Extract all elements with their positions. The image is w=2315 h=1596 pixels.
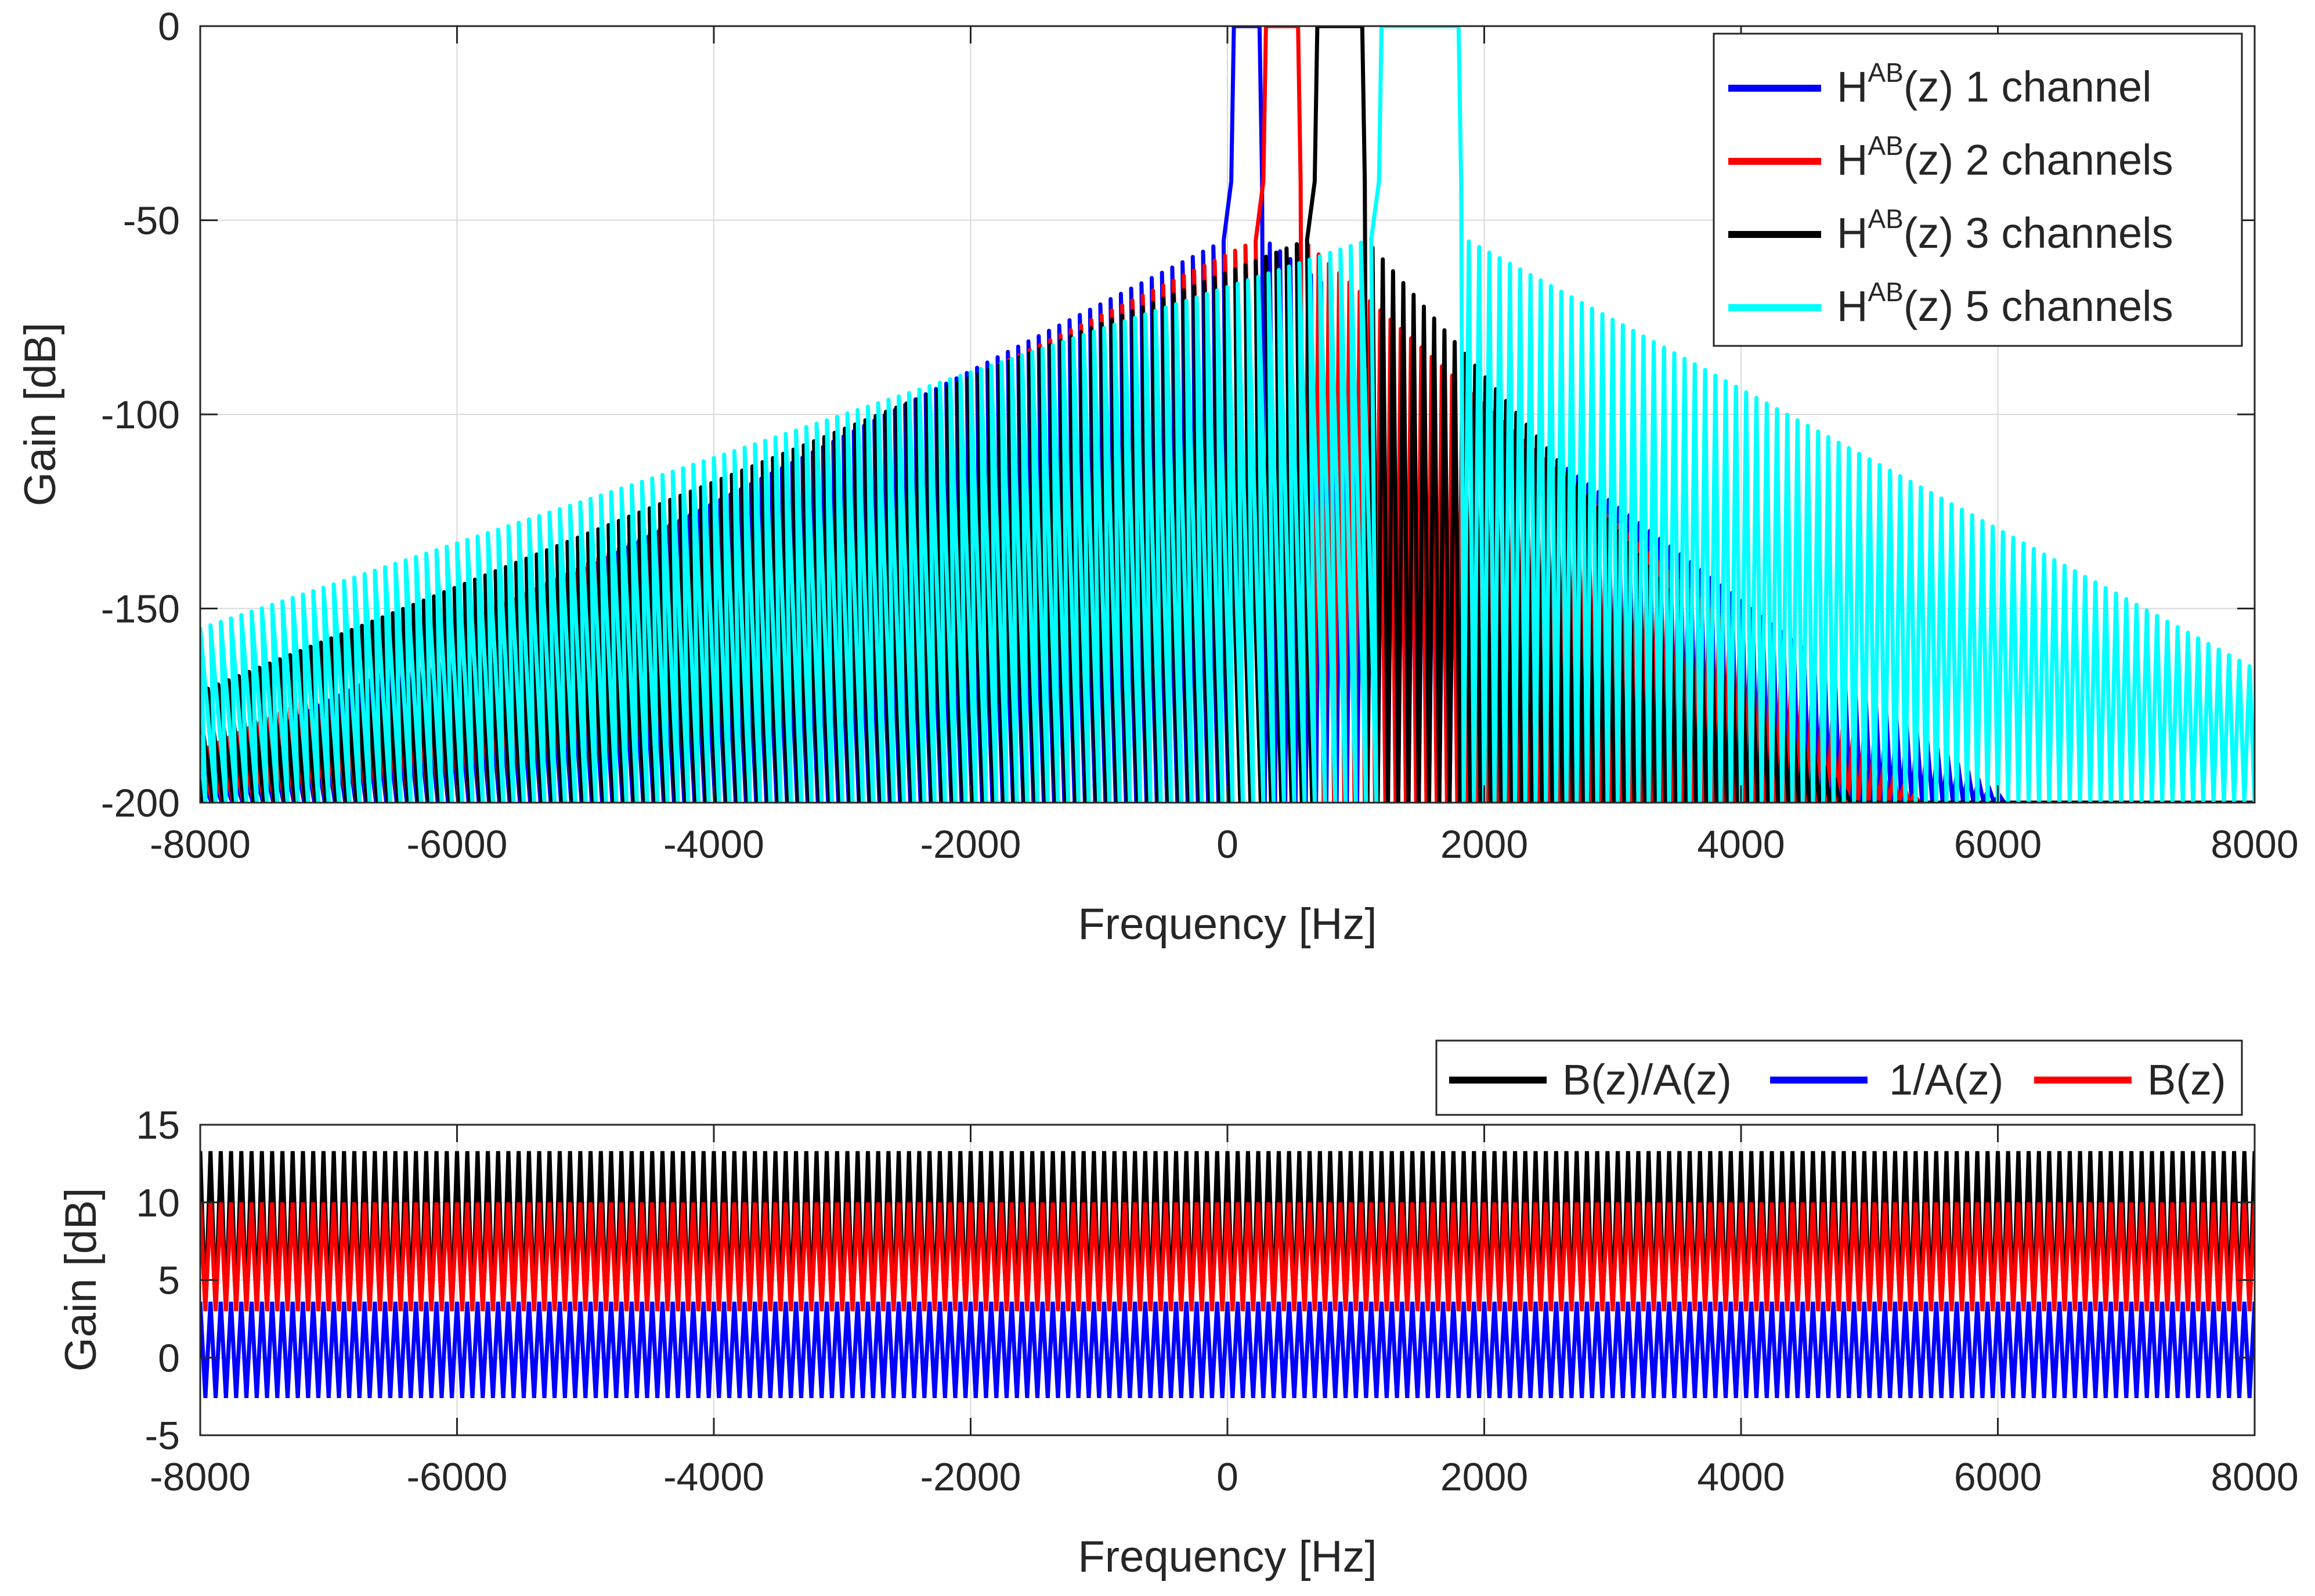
bottom-series-group [200,1151,2255,1398]
top-y-tick-labels: 0 -50 -100 -150 -200 [101,5,180,825]
bottom-x-tick-label: -4000 [663,1455,764,1499]
top-x-tick-label: 4000 [1697,822,1785,866]
top-x-tick-label: 0 [1216,822,1238,866]
top-x-tick-label: -4000 [663,822,764,866]
top-y-tick-label: -50 [123,199,180,243]
legend-label-5-channels: HAB(z) 5 channels [1837,277,2173,330]
bottom-legend: B(z)/A(z) 1/A(z) B(z) [1435,1039,2243,1116]
bottom-y-tick-label: 15 [136,1103,180,1147]
legend-label-one-over-a: 1/A(z) [1889,1056,2003,1104]
top-x-tick-label: 6000 [1954,822,2042,866]
bottom-chart: -8000 -6000 -4000 -2000 0 2000 4000 6000 8000 15… [56,1039,2299,1581]
bottom-x-tick-label: -6000 [407,1455,508,1499]
series-line-one-over-a [200,1301,2255,1398]
bottom-y-tick-label: -5 [145,1414,180,1458]
top-x-tick-label: -8000 [150,822,251,866]
series-line-5-channels [200,26,2255,803]
top-legend: HAB(z) 1 channel HAB(z) 2 channels HAB(z… [1713,33,2243,347]
bottom-x-tick-label: -2000 [920,1455,1021,1499]
bottom-x-tick-label: 8000 [2211,1455,2298,1499]
legend-entry-b: B(z) [2034,1056,2226,1104]
top-x-tick-label: -2000 [920,822,1021,866]
top-y-tick-label: -200 [101,781,180,825]
legend-entry-2-channels: HAB(z) 2 channels [1728,131,2173,184]
bottom-x-tick-label: -8000 [150,1455,251,1499]
series-line-b [200,1202,2255,1312]
legend-label-1-channel: HAB(z) 1 channel [1837,57,2152,111]
legend-entry-one-over-a: 1/A(z) [1770,1056,2003,1104]
top-ticks [199,25,2256,804]
legend-label-2-channels: HAB(z) 2 channels [1837,131,2173,184]
bottom-y-tick-label: 10 [136,1181,180,1225]
top-x-tick-labels: -8000 -6000 -4000 -2000 0 2000 4000 6000 8000 [150,822,2299,866]
bottom-x-tick-label: 2000 [1440,1455,1528,1499]
bottom-x-tick-label: 0 [1216,1455,1238,1499]
top-x-tick-label: -6000 [407,822,508,866]
bottom-y-tick-label: 0 [158,1336,180,1380]
top-x-axis-title: Frequency [Hz] [1078,900,1377,949]
legend-entry-b-over-a: B(z)/A(z) [1449,1056,1732,1104]
legend-label-b-over-a: B(z)/A(z) [1562,1056,1732,1104]
legend-label-b: B(z) [2147,1056,2226,1104]
top-y-tick-label: -150 [101,587,180,631]
top-x-tick-label: 8000 [2211,822,2298,866]
bottom-x-axis-title: Frequency [Hz] [1078,1532,1377,1581]
top-x-tick-label: 2000 [1440,822,1528,866]
bottom-x-tick-label: 4000 [1697,1455,1785,1499]
bottom-y-tick-label: 5 [158,1259,180,1303]
legend-entry-3-channels: HAB(z) 3 channels [1728,204,2173,257]
series-line-3-channels [200,26,2255,803]
top-series-group [200,26,2255,803]
bottom-ticks [199,1124,2256,1436]
top-y-tick-label: -100 [101,393,180,437]
legend-entry-5-channels: HAB(z) 5 channels [1728,277,2173,330]
top-chart: -8000 -6000 -4000 -2000 0 2000 4000 6000 8000 0-… [16,5,2299,949]
legend-label-3-channels: HAB(z) 3 channels [1837,204,2173,257]
legend-entry-1-channel: HAB(z) 1 channel [1728,57,2152,111]
top-y-axis-title: Gain [dB] [16,323,65,507]
bottom-y-axis-title: Gain [dB] [56,1188,106,1372]
bottom-y-tick-labels: 15 10 5 0 -5 [136,1103,180,1458]
bottom-x-tick-label: 6000 [1954,1455,2042,1499]
top-y-tick-label: 0 [158,5,180,49]
bottom-x-tick-labels: -8000 -6000 -4000 -2000 0 2000 4000 6000 8000 [150,1455,2299,1499]
